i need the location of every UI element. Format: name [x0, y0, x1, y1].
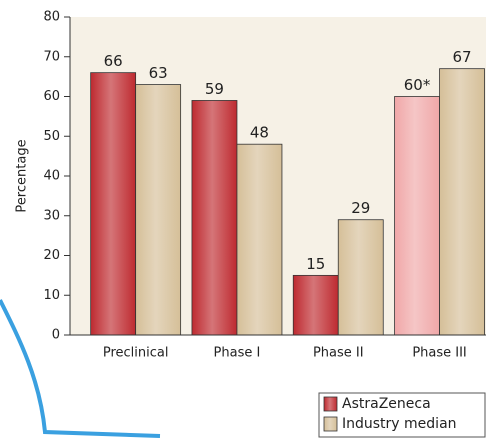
x-tick-label: Phase III [412, 346, 466, 361]
y-tick-label: 50 [43, 129, 60, 144]
y-tick-label: 30 [43, 208, 60, 223]
value-label: 15 [306, 255, 325, 273]
decoration [0, 299, 161, 438]
value-label: 48 [250, 124, 269, 142]
value-label: 63 [149, 64, 168, 82]
y-tick-label: 20 [43, 248, 60, 263]
legend-label: Industry median [342, 416, 457, 432]
bar [439, 68, 485, 336]
legend-label: AstraZeneca [342, 396, 431, 412]
y-tick-label: 0 [52, 328, 60, 343]
y-tick-label: 70 [43, 49, 60, 64]
y-tick-label: 10 [43, 288, 60, 303]
value-label: 67 [453, 48, 472, 66]
bar [236, 143, 283, 336]
x-tick-label: Phase I [214, 346, 261, 361]
y-axis-label: Percentage [15, 139, 30, 212]
bar [135, 84, 182, 336]
legend [318, 392, 486, 438]
legend-swatch [323, 416, 338, 432]
bar [191, 100, 238, 336]
value-label: 59 [205, 80, 224, 98]
y-tick-label: 40 [43, 169, 60, 184]
bar [337, 219, 384, 336]
y-tick-label: 80 [43, 10, 60, 25]
value-label: 60* [404, 76, 431, 94]
bar [90, 72, 137, 336]
x-tick-label: Preclinical [103, 346, 169, 361]
bar [394, 96, 440, 336]
y-tick-label: 60 [43, 89, 60, 104]
value-label: 66 [104, 52, 123, 70]
x-tick-label: Phase II [313, 346, 364, 361]
legend-swatch [323, 396, 338, 412]
bar [292, 274, 339, 336]
value-label: 29 [351, 199, 370, 217]
